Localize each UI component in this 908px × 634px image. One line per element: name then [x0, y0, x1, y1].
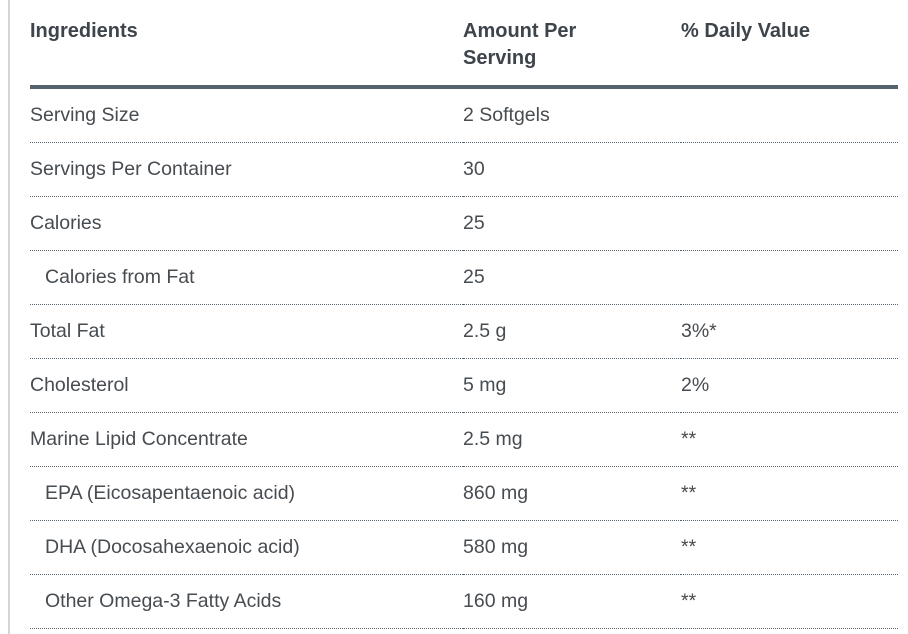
ingredient-name-cell: Calories — [30, 196, 463, 251]
ingredient-name-cell: Calories from Fat — [30, 250, 463, 305]
ingredients-table: Ingredients Amount Per Serving % Daily V… — [30, 10, 898, 629]
amount-cell: 25 — [463, 250, 681, 305]
table-header-row: Ingredients Amount Per Serving % Daily V… — [30, 10, 898, 89]
ingredient-name-cell: DHA (Docosahexaenoic acid) — [30, 520, 463, 575]
amount-cell: 160 mg — [463, 574, 681, 629]
daily-value-cell: ** — [681, 520, 898, 575]
table-row: Serving Size 2 Softgels — [30, 87, 898, 143]
ingredient-name-cell: Serving Size — [30, 87, 463, 143]
ingredient-name-cell: Total Fat — [30, 304, 463, 359]
amount-cell: 2.5 mg — [463, 412, 681, 467]
table-row: Cholesterol 5 mg 2% — [30, 358, 898, 413]
ingredient-name-cell: Marine Lipid Concentrate — [30, 412, 463, 467]
column-header-daily-value: % Daily Value — [681, 10, 898, 89]
amount-cell: 2.5 g — [463, 304, 681, 359]
table-row: Calories 25 — [30, 196, 898, 251]
ingredient-name-cell: Cholesterol — [30, 358, 463, 413]
table-body: Serving Size 2 Softgels Servings Per Conta… — [30, 87, 898, 629]
table-row: DHA (Docosahexaenoic acid) 580 mg ** — [30, 520, 898, 575]
column-header-ingredients: Ingredients — [30, 10, 463, 89]
amount-cell: 2 Softgels — [463, 87, 681, 143]
daily-value-cell — [681, 250, 898, 305]
daily-value-cell: ** — [681, 574, 898, 629]
table-row: EPA (Eicosapentaenoic acid) 860 mg ** — [30, 466, 898, 521]
daily-value-cell: ** — [681, 412, 898, 467]
amount-cell: 5 mg — [463, 358, 681, 413]
table-row: Other Omega-3 Fatty Acids 160 mg ** — [30, 574, 898, 629]
ingredient-name-cell: Other Omega-3 Fatty Acids — [30, 574, 463, 629]
table-row: Total Fat 2.5 g 3%* — [30, 304, 898, 359]
column-header-amount-per-serving: Amount Per Serving — [463, 10, 681, 89]
ingredient-name-cell: Servings Per Container — [30, 142, 463, 197]
amount-cell: 860 mg — [463, 466, 681, 521]
daily-value-cell: 3%* — [681, 304, 898, 359]
page-edge-line — [8, 0, 10, 634]
column-header-amount-per-serving-label: Amount Per Serving — [463, 20, 577, 69]
table-header: Ingredients Amount Per Serving % Daily V… — [30, 10, 898, 89]
table-row: Calories from Fat 25 — [30, 250, 898, 305]
table-row: Servings Per Container 30 — [30, 142, 898, 197]
daily-value-cell: ** — [681, 466, 898, 521]
daily-value-cell: 2% — [681, 358, 898, 413]
ingredient-name-cell: EPA (Eicosapentaenoic acid) — [30, 466, 463, 521]
table-row: Marine Lipid Concentrate 2.5 mg ** — [30, 412, 898, 467]
amount-cell: 30 — [463, 142, 681, 197]
supplement-facts-section: Ingredients Amount Per Serving % Daily V… — [30, 10, 898, 629]
amount-cell: 580 mg — [463, 520, 681, 575]
daily-value-cell — [681, 142, 898, 197]
daily-value-cell — [681, 87, 898, 143]
daily-value-cell — [681, 196, 898, 251]
amount-cell: 25 — [463, 196, 681, 251]
